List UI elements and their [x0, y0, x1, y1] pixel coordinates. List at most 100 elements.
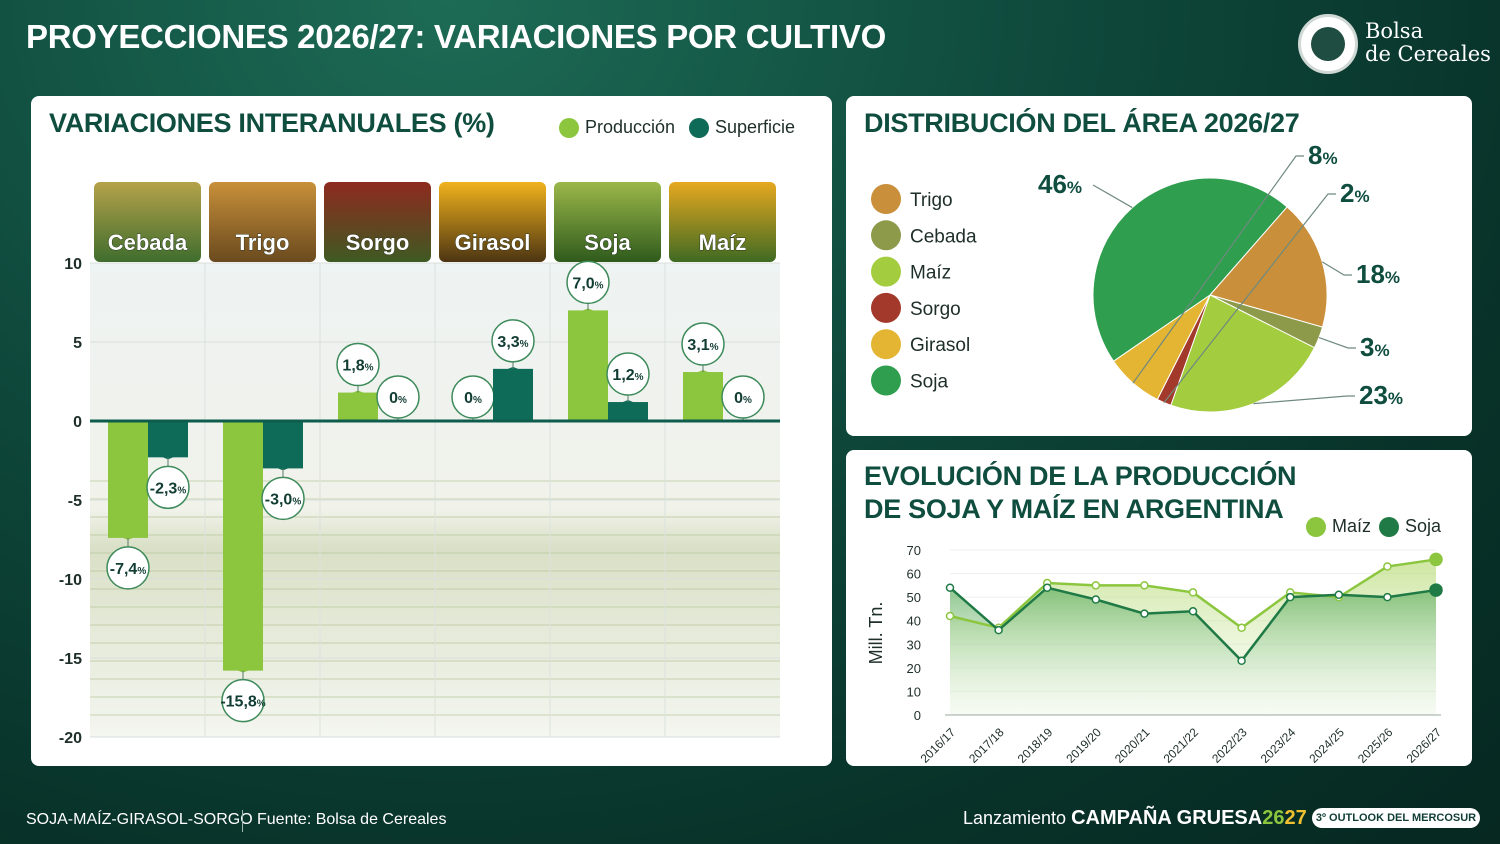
bar-produccion-cebada [108, 421, 148, 538]
point-soja [1188, 607, 1198, 616]
data-label-unit: % [177, 485, 186, 496]
data-label-unit: % [595, 280, 604, 291]
data-label-value: -2,3 [150, 480, 178, 497]
bar-data-label-superficie-maiz: 0% [734, 390, 752, 407]
bar-data-label-superficie-girasol: 3,3% [497, 334, 528, 351]
legend-label-superficie: Superficie [715, 117, 796, 137]
data-label-unit: % [520, 339, 529, 350]
point-soja [1334, 590, 1344, 600]
y-tick-label: -20 [59, 730, 82, 747]
point-soja [1383, 592, 1392, 602]
line-x-tick-label: 2016/17 [918, 725, 959, 766]
data-label-value: -3,0 [265, 491, 293, 508]
line-chart-card: EVOLUCIÓN DE LA PRODUCCIÓN DE SOJA Y MAÍ… [846, 450, 1472, 766]
bar-data-label-superficie-cebada: -2,3% [150, 480, 187, 497]
legend-dot-maiz [1306, 516, 1326, 537]
point-soja [945, 583, 955, 592]
footer-crops: SOJA-MAÍZ-GIRASOL-SORGO [26, 811, 253, 828]
line-chart-title-1: EVOLUCIÓN DE LA PRODUCCIÓN [864, 461, 1297, 491]
bar-cap [108, 529, 148, 540]
line-x-tick-label: 2020/21 [1112, 725, 1153, 766]
data-label-unit: % [743, 395, 752, 406]
line-y-tick-label: 20 [907, 661, 921, 676]
line-x-tick-label: 2017/18 [966, 725, 1007, 766]
data-label-value: 0 [734, 390, 743, 407]
category-tile-maiz [669, 182, 776, 262]
label-bubble [376, 375, 420, 419]
point-soja [1091, 595, 1101, 604]
data-label-value: 0 [464, 390, 473, 407]
footer-divider [242, 810, 243, 832]
footer-source: Fuente: Bolsa de Cereales [257, 811, 447, 828]
footer-launch: Lanzamiento CAMPAÑA GRUESA2627 [963, 807, 1307, 830]
brand-line-2: de Cereales [1365, 42, 1491, 66]
point-maiz [1188, 588, 1198, 597]
line-y-axis-label: Mill. Tn. [866, 602, 886, 665]
legend-dot-produccion [559, 117, 579, 138]
data-label-value: 0 [389, 390, 398, 407]
data-label-value: 3,1 [687, 337, 709, 354]
data-label-unit: % [398, 395, 407, 406]
legend-label-soja: Soja [1405, 516, 1442, 536]
line-x-tick-label: 2026/27 [1404, 725, 1445, 766]
point-soja [1042, 583, 1052, 592]
y-tick-label: -5 [68, 493, 82, 510]
label-bubble [146, 465, 190, 510]
pie-legend-dot-soja [871, 365, 901, 396]
data-label-value: 8 [1308, 140, 1322, 170]
data-label-value: 18 [1356, 259, 1385, 289]
line-y-tick-label: 0 [914, 708, 921, 723]
legend-label-maiz: Maíz [1332, 516, 1372, 536]
pie-slice-maiz [1170, 294, 1316, 413]
category-tile-soja [554, 182, 661, 262]
pie-legend-label-cebada: Cebada [910, 226, 977, 247]
pie-slice-trigo [1209, 206, 1328, 328]
data-label-unit: % [1354, 187, 1369, 206]
category-label-sorgo: Sorgo [346, 230, 410, 255]
bar-data-label-produccion-cebada: -7,4% [110, 561, 147, 578]
bar-cap [223, 662, 263, 673]
point-soja [1429, 583, 1443, 597]
pie-leader [1092, 184, 1133, 209]
bar-chart-card: VARIACIONES INTERANUALES (%) Producción … [31, 96, 832, 766]
data-label-value: -7,4 [110, 561, 138, 578]
line-y-tick-label: 60 [907, 567, 921, 582]
data-label-value: 1,2 [612, 367, 634, 384]
pie-data-label-sorgo: 2% [1340, 178, 1370, 208]
label-bubble [681, 322, 725, 366]
data-label-value: 46 [1038, 169, 1067, 199]
data-label-value: 23 [1359, 380, 1388, 410]
bar-superficie-girasol [493, 368, 533, 421]
brand-name: Bolsa de Cereales [1365, 20, 1491, 66]
label-bubble [221, 678, 265, 723]
point-maiz [1383, 562, 1392, 571]
bar-chart-title: VARIACIONES INTERANUALES (%) [49, 108, 495, 138]
label-bubble [491, 319, 535, 363]
line-x-tick-label: 2022/23 [1209, 725, 1250, 766]
pie-leader [1253, 395, 1355, 405]
bar-cap [608, 400, 648, 411]
legend-superficie: Superficie [689, 117, 795, 138]
line-y-tick-label: 10 [907, 684, 921, 699]
data-label-value: 2 [1340, 178, 1354, 208]
bar-data-label-superficie-trigo: -3,0% [265, 491, 302, 508]
bar-cap [683, 370, 723, 381]
bar-cap [148, 449, 188, 460]
pie-leader [1318, 337, 1356, 349]
bar-data-label-produccion-sorgo: 1,8% [342, 358, 373, 375]
data-label-unit: % [257, 699, 266, 710]
bar-data-label-produccion-soja: 7,0% [572, 275, 603, 292]
point-maiz [1237, 623, 1246, 633]
pie-chart: TrigoCebadaMaízSorgoGirasolSoja18%3%23%2… [871, 140, 1403, 413]
launch-year-b: 27 [1284, 807, 1307, 829]
line-x-tick-label: 2021/22 [1161, 725, 1202, 766]
line-x-tick-label: 2023/24 [1258, 725, 1299, 766]
pie-slice-soja [1092, 177, 1288, 362]
bar-data-label-produccion-girasol: 0% [464, 390, 482, 407]
point-soja [1285, 592, 1295, 602]
pie-legend-dot-cebada [871, 220, 901, 251]
label-bubble [261, 476, 305, 521]
data-label-value: 3,3 [497, 334, 519, 351]
pie-legend-label-soja: Soja [910, 372, 948, 393]
pie-data-label-trigo: 18% [1356, 259, 1400, 289]
